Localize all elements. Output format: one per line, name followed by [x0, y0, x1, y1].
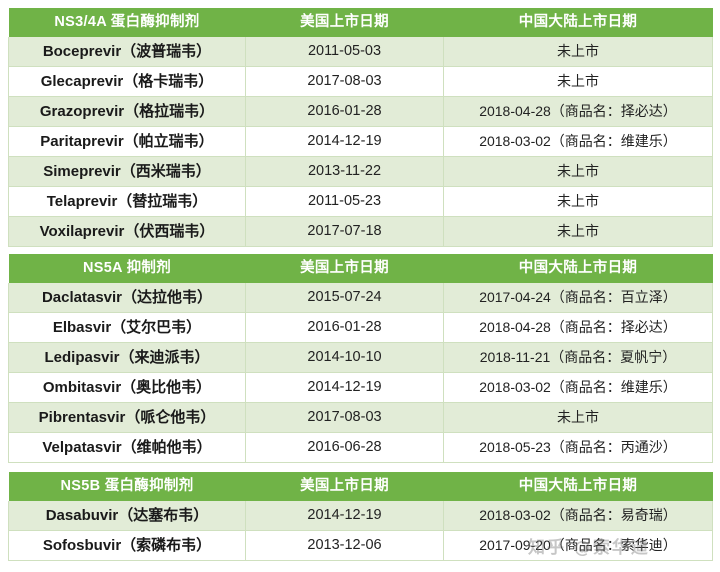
cell-drug-name: Telaprevir（替拉瑞韦）	[8, 186, 246, 217]
cell-drug-name: Elbasvir（艾尔巴韦）	[8, 312, 246, 343]
header-cell-us-date: 美国上市日期	[245, 8, 444, 37]
table-row: Dasabuvir（达塞布韦） 2014-12-19 2018-03-02（商品…	[8, 501, 713, 531]
header-cell-drug-class: NS5B 蛋白酶抑制剂	[8, 472, 246, 501]
cell-drug-name: Glecaprevir（格卡瑞韦）	[8, 66, 246, 97]
cell-cn-date: 未上市	[443, 216, 713, 247]
cell-us-date: 2016-01-28	[245, 96, 444, 127]
drug-table-ns5b: NS5B 蛋白酶抑制剂 美国上市日期 中国大陆上市日期 Dasabuvir（达塞…	[8, 472, 713, 561]
table-header-ns3-4a: NS3/4A 蛋白酶抑制剂 美国上市日期 中国大陆上市日期	[8, 8, 713, 37]
header-cell-drug-class: NS3/4A 蛋白酶抑制剂	[8, 8, 246, 37]
cell-drug-name: Ombitasvir（奥比他韦）	[8, 372, 246, 403]
cell-cn-date: 2018-05-23（商品名：丙通沙）	[443, 432, 713, 463]
cell-drug-name: Simeprevir（西米瑞韦）	[8, 156, 246, 187]
cell-us-date: 2013-11-22	[245, 156, 444, 187]
cell-cn-date: 2018-03-02（商品名：维建乐）	[443, 126, 713, 157]
header-cell-drug-class: NS5A 抑制剂	[8, 254, 246, 283]
table-row: Voxilaprevir（伏西瑞韦） 2017-07-18 未上市	[8, 216, 713, 247]
table-row: Telaprevir（替拉瑞韦） 2011-05-23 未上市	[8, 186, 713, 217]
cell-cn-date: 2018-04-28（商品名：择必达）	[443, 96, 713, 127]
table-body-ns5b: Dasabuvir（达塞布韦） 2014-12-19 2018-03-02（商品…	[8, 501, 713, 561]
header-cell-us-date: 美国上市日期	[245, 472, 444, 501]
table-block-ns5a: NS5A 抑制剂 美国上市日期 中国大陆上市日期 Daclatasvir（达拉他…	[8, 254, 713, 463]
table-row: Boceprevir（波普瑞韦） 2011-05-03 未上市	[8, 37, 713, 67]
header-row: NS5B 蛋白酶抑制剂 美国上市日期 中国大陆上市日期	[8, 472, 713, 501]
cell-us-date: 2014-10-10	[245, 342, 444, 373]
table-header-ns5a: NS5A 抑制剂 美国上市日期 中国大陆上市日期	[8, 254, 713, 283]
cell-drug-name: Sofosbuvir（索磷布韦）	[8, 530, 246, 561]
header-cell-us-date: 美国上市日期	[245, 254, 444, 283]
cell-cn-date: 2017-09-20（商品名：索华迪）	[443, 530, 713, 561]
cell-cn-date: 未上市	[443, 66, 713, 97]
drug-table-ns3-4a: NS3/4A 蛋白酶抑制剂 美国上市日期 中国大陆上市日期 Boceprevir…	[8, 8, 713, 247]
cell-cn-date: 未上市	[443, 186, 713, 217]
table-row: Elbasvir（艾尔巴韦） 2016-01-28 2018-04-28（商品名…	[8, 312, 713, 343]
cell-us-date: 2014-12-19	[245, 372, 444, 403]
cell-drug-name: Pibrentasvir（哌仑他韦）	[8, 402, 246, 433]
table-row: Pibrentasvir（哌仑他韦） 2017-08-03 未上市	[8, 402, 713, 433]
table-row: Ledipasvir（来迪派韦） 2014-10-10 2018-11-21（商…	[8, 342, 713, 373]
table-row: Velpatasvir（维帕他韦） 2016-06-28 2018-05-23（…	[8, 432, 713, 463]
table-header-ns5b: NS5B 蛋白酶抑制剂 美国上市日期 中国大陆上市日期	[8, 472, 713, 501]
cell-cn-date: 2018-03-02（商品名：维建乐）	[443, 372, 713, 403]
cell-us-date: 2011-05-03	[245, 37, 444, 67]
cell-us-date: 2017-07-18	[245, 216, 444, 247]
cell-drug-name: Dasabuvir（达塞布韦）	[8, 501, 246, 531]
cell-us-date: 2014-12-19	[245, 126, 444, 157]
table-body-ns3-4a: Boceprevir（波普瑞韦） 2011-05-03 未上市 Glecapre…	[8, 37, 713, 247]
header-cell-cn-date: 中国大陆上市日期	[443, 472, 713, 501]
cell-us-date: 2014-12-19	[245, 501, 444, 531]
table-row: Simeprevir（西米瑞韦） 2013-11-22 未上市	[8, 156, 713, 187]
table-row: Ombitasvir（奥比他韦） 2014-12-19 2018-03-02（商…	[8, 372, 713, 403]
cell-us-date: 2011-05-23	[245, 186, 444, 217]
cell-cn-date: 未上市	[443, 156, 713, 187]
cell-us-date: 2016-06-28	[245, 432, 444, 463]
cell-drug-name: Voxilaprevir（伏西瑞韦）	[8, 216, 246, 247]
drug-table-ns5a: NS5A 抑制剂 美国上市日期 中国大陆上市日期 Daclatasvir（达拉他…	[8, 254, 713, 463]
cell-cn-date: 未上市	[443, 402, 713, 433]
header-cell-cn-date: 中国大陆上市日期	[443, 254, 713, 283]
cell-cn-date: 2018-04-28（商品名：择必达）	[443, 312, 713, 343]
table-block-ns3-4a: NS3/4A 蛋白酶抑制剂 美国上市日期 中国大陆上市日期 Boceprevir…	[8, 8, 713, 247]
cell-us-date: 2015-07-24	[245, 283, 444, 313]
cell-drug-name: Daclatasvir（达拉他韦）	[8, 283, 246, 313]
header-row: NS5A 抑制剂 美国上市日期 中国大陆上市日期	[8, 254, 713, 283]
table-row: Sofosbuvir（索磷布韦） 2013-12-06 2017-09-20（商…	[8, 530, 713, 561]
table-row: Grazoprevir（格拉瑞韦） 2016-01-28 2018-04-28（…	[8, 96, 713, 127]
table-row: Paritaprevir（帕立瑞韦） 2014-12-19 2018-03-02…	[8, 126, 713, 157]
cell-us-date: 2017-08-03	[245, 402, 444, 433]
table-block-ns5b: NS5B 蛋白酶抑制剂 美国上市日期 中国大陆上市日期 Dasabuvir（达塞…	[8, 472, 713, 561]
cell-drug-name: Paritaprevir（帕立瑞韦）	[8, 126, 246, 157]
cell-cn-date: 2018-03-02（商品名：易奇瑞）	[443, 501, 713, 531]
cell-us-date: 2016-01-28	[245, 312, 444, 343]
cell-us-date: 2017-08-03	[245, 66, 444, 97]
cell-cn-date: 2017-04-24（商品名：百立泽）	[443, 283, 713, 313]
table-body-ns5a: Daclatasvir（达拉他韦） 2015-07-24 2017-04-24（…	[8, 283, 713, 463]
cell-drug-name: Boceprevir（波普瑞韦）	[8, 37, 246, 67]
header-cell-cn-date: 中国大陆上市日期	[443, 8, 713, 37]
cell-us-date: 2013-12-06	[245, 530, 444, 561]
cell-drug-name: Ledipasvir（来迪派韦）	[8, 342, 246, 373]
cell-cn-date: 2018-11-21（商品名：夏帆宁）	[443, 342, 713, 373]
table-row: Glecaprevir（格卡瑞韦） 2017-08-03 未上市	[8, 66, 713, 97]
table-row: Daclatasvir（达拉他韦） 2015-07-24 2017-04-24（…	[8, 283, 713, 313]
cell-drug-name: Velpatasvir（维帕他韦）	[8, 432, 246, 463]
cell-cn-date: 未上市	[443, 37, 713, 67]
header-row: NS3/4A 蛋白酶抑制剂 美国上市日期 中国大陆上市日期	[8, 8, 713, 37]
cell-drug-name: Grazoprevir（格拉瑞韦）	[8, 96, 246, 127]
